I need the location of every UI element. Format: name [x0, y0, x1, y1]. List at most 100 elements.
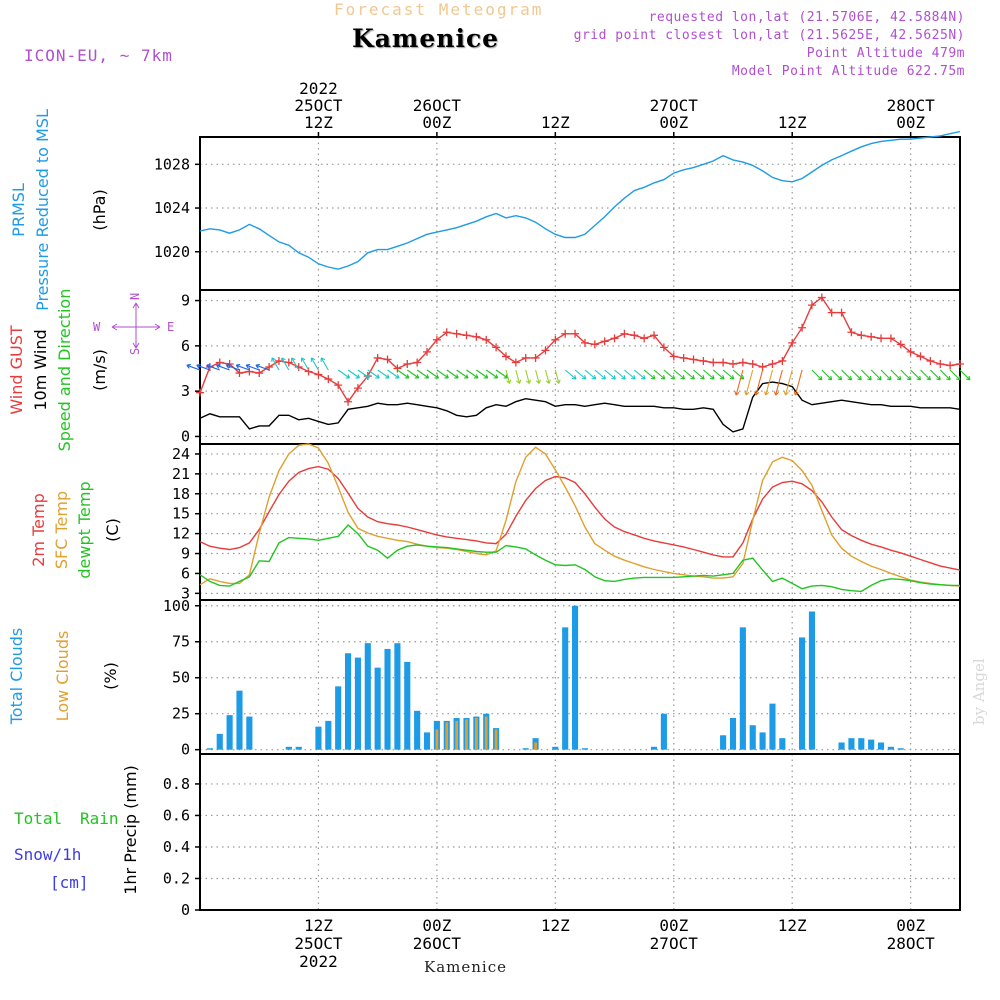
y-tick-label: 1020: [154, 243, 190, 261]
y-tick-label: 0: [181, 427, 190, 445]
wind-direction-arrow: [281, 357, 290, 371]
cloud-bar: [335, 686, 342, 750]
gust-marker: [501, 352, 510, 361]
gust-marker: [255, 369, 264, 378]
gust-marker: [620, 329, 629, 338]
gust-marker: [817, 293, 826, 302]
wind-direction-arrow: [554, 369, 561, 384]
cloud-bar: [445, 722, 449, 750]
compass-east: E: [167, 320, 174, 334]
wind-direction-arrow: [397, 369, 410, 379]
bottom-time-label: 12Z: [541, 916, 570, 935]
gust-marker: [798, 323, 807, 332]
wind-direction-arrow: [564, 369, 577, 380]
cloud-bar: [423, 732, 431, 750]
credit-watermark: by Angel: [970, 658, 988, 725]
gust-marker: [946, 361, 955, 370]
wind-direction-arrow: [614, 369, 626, 380]
y-tick-label: 75: [172, 633, 190, 651]
forecast-label: Forecast Meteogram: [334, 0, 544, 19]
gust-marker: [659, 343, 668, 352]
top-time-label: 12Z: [778, 113, 807, 132]
wind-direction-arrow: [910, 369, 922, 381]
series-line-2m-temp: [199, 465, 961, 571]
cloud-bar: [897, 748, 904, 750]
gust-marker: [462, 331, 471, 340]
wind-direction-arrow: [505, 369, 512, 384]
cloud-bar: [465, 719, 468, 750]
wind-direction-arrow: [930, 369, 941, 381]
gust-marker: [353, 384, 362, 393]
top-time-label: 00Z: [896, 113, 925, 132]
wind-direction-arrow: [271, 357, 280, 371]
series-line-dewpt-temp: [199, 524, 960, 593]
wind-direction-arrow: [320, 357, 329, 371]
gust-marker: [877, 334, 886, 343]
gust-marker: [896, 340, 905, 349]
bottom-time-label: 00Z: [659, 916, 688, 935]
bottom-time-label: 12Z: [304, 916, 333, 935]
wind-direction-arrow: [406, 369, 420, 379]
cloud-bar: [236, 690, 243, 750]
panel-frame: [199, 136, 961, 291]
wind-direction-arrow: [485, 369, 499, 379]
gust-marker: [482, 335, 491, 344]
gust-marker: [956, 359, 964, 368]
gust-marker: [699, 356, 708, 365]
wind-direction-arrow: [693, 369, 705, 380]
bottom-time-label: 27OCT: [650, 934, 699, 953]
bottom-time-label: 28OCT: [887, 934, 936, 953]
wind-direction-arrow: [574, 369, 587, 380]
wind-direction-arrow: [851, 369, 862, 381]
footer-location: Kamenice: [424, 958, 507, 976]
temp-unit: (C): [103, 518, 122, 542]
gust-marker: [590, 340, 599, 349]
cloud-bar: [216, 733, 223, 750]
gust-marker: [541, 346, 550, 355]
gust-marker: [650, 331, 659, 340]
cloud-bar: [562, 627, 569, 750]
wind-direction-arrow: [357, 369, 370, 379]
wind-direction-arrow: [476, 369, 489, 379]
top-time-label: 26OCT: [413, 96, 462, 115]
gust-marker: [689, 355, 698, 364]
wind-direction-arrow: [495, 369, 509, 379]
wind-direction-arrow: [673, 369, 686, 380]
cloud-bar: [769, 703, 776, 750]
wind-direction-arrow: [663, 369, 676, 380]
y-tick-label: 25: [172, 705, 190, 723]
wind-direction-arrow: [683, 369, 695, 380]
gust-marker: [580, 338, 589, 347]
gust-marker: [304, 367, 313, 376]
gust-marker: [886, 334, 895, 343]
cloud-bar: [887, 746, 894, 750]
temp-2m-label: 2m Temp: [29, 493, 48, 567]
wind-direction-arrow: [446, 369, 459, 379]
wind-direction-arrow: [466, 369, 479, 379]
wind-direction-arrow: [544, 369, 551, 384]
wind-direction-arrow: [939, 369, 951, 381]
cloud-bar: [858, 738, 865, 750]
gust-marker: [669, 352, 678, 361]
wind-direction-arrow: [300, 357, 310, 371]
y-tick-label: 6: [181, 564, 190, 582]
cloud-bar: [522, 748, 529, 750]
wind-direction-arrow: [754, 369, 764, 396]
gust-marker: [393, 364, 402, 373]
y-tick-label: 9: [181, 292, 190, 310]
wind-direction-arrow: [831, 369, 843, 381]
wind-direction-arrow: [744, 369, 754, 396]
wind-direction-arrow: [594, 369, 607, 380]
cloud-bar: [838, 742, 845, 750]
compass-north: N: [128, 293, 142, 300]
wind-direction-arrow: [841, 369, 853, 381]
gust-marker: [442, 328, 451, 337]
cloud-bar: [848, 738, 855, 750]
gust-marker: [926, 356, 935, 365]
panel-frame: [199, 753, 961, 911]
top-time-label: 12Z: [304, 113, 333, 132]
wind-direction-arrow: [426, 369, 440, 379]
wind-direction-arrow: [653, 369, 666, 380]
wind-direction-arrow: [722, 369, 735, 380]
wind-direction-arrow: [783, 369, 793, 396]
